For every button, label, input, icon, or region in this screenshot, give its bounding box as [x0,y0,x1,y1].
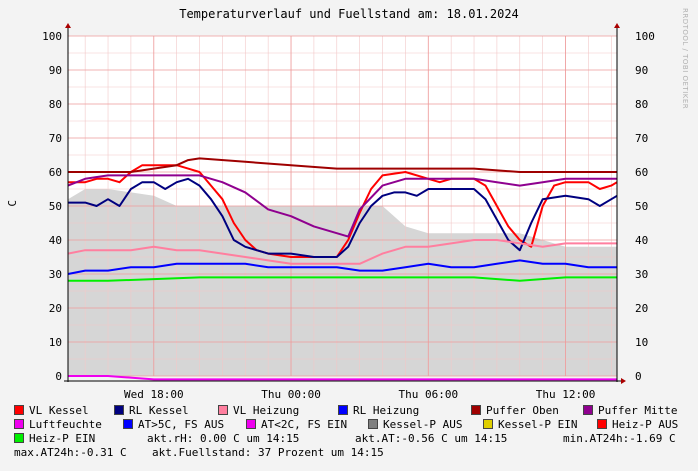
y-tick-label-left: 10 [49,336,62,349]
legend-item: Kessel-P EIN [483,418,577,432]
series-line-rl-heizung [67,259,617,275]
legend-item: AT<2C, FS EIN [246,418,347,432]
x-tick-label: Wed 18:00 [124,388,184,401]
legend-row-3: Heiz-P EIN akt.rH: 0.00 C um 14:15 akt.A… [14,432,694,446]
y-tick-label-right: 30 [635,268,648,281]
rrdtool-watermark: RRDTOOL / TOBI OETIKER [681,8,689,110]
y-axis-label: C [6,200,19,207]
legend-label: Luftfeuchte [29,418,102,431]
y-tick-label-right: 20 [635,302,648,315]
legend-label: VL Kessel [29,404,89,417]
akt-rh-readout: akt.rH: 0.00 C um 14:15 [147,432,300,445]
series-line-vl-kessel [68,164,618,258]
x-axis-arrow [621,378,626,384]
legend-item: AT>5C, FS AUS [123,418,224,432]
legend-label: Heiz-P AUS [612,418,679,431]
y-tick-label-left: 50 [49,200,62,213]
x-tick-label: Thu 00:00 [261,388,321,401]
legend-label: RL Kessel [129,404,189,417]
legend-label: Heiz-P EIN [29,432,96,445]
legend: VL Kessel RL Kessel VL Heizung RL Heizun… [14,404,694,460]
legend-swatch [368,419,378,429]
y-tick-label-left: 100 [42,30,62,43]
legend-swatch [14,433,24,443]
series-line-puffer-oben [68,157,617,173]
y-tick-label-right: 80 [635,98,648,111]
legend-item: Heiz-P EIN [14,432,95,446]
akt-at-readout: akt.AT:-0.56 C um 14:15 [355,432,508,445]
legend-label: AT<2C, FS EIN [261,418,348,431]
legend-item: RL Kessel [114,404,189,418]
y-tick-label-right: 50 [635,200,648,213]
min-at-readout: min.AT24h:-1.69 C [563,432,676,445]
y-tick-label-left: 0 [55,370,62,383]
y-tick-label-left: 60 [49,166,62,179]
legend-item: Heiz-P AUS [597,418,678,432]
legend-row-1: VL Kessel RL Kessel VL Heizung RL Heizun… [14,404,694,418]
y-tick-label-left: 40 [49,234,62,247]
legend-swatch [114,405,124,415]
legend-swatch [597,419,607,429]
series-line-luftfeuchte [68,375,617,381]
y-tick-label-left: 70 [49,132,62,145]
series-line-rl-kessel [68,177,618,258]
series-line-vl-heizung [67,239,617,265]
legend-swatch [14,419,24,429]
fuellstand-readout: akt.Fuellstand: 37 Prozent um 14:15 [152,446,384,459]
y-axis-arrow-left [65,23,71,28]
legend-item: Luftfeuchte [14,418,102,432]
x-tick-label: Thu 12:00 [536,388,596,401]
legend-item: Puffer Mitte [583,404,677,418]
legend-swatch [218,405,228,415]
legend-swatch [471,405,481,415]
series-line-puffer-mitte [67,174,617,238]
legend-swatch [583,405,593,415]
legend-item: Kessel-P AUS [368,418,462,432]
legend-label: AT>5C, FS AUS [138,418,225,431]
legend-swatch [338,405,348,415]
legend-row-2: Luftfeuchte AT>5C, FS AUS AT<2C, FS EIN … [14,418,694,432]
legend-swatch [123,419,133,429]
y-tick-label-right: 90 [635,64,648,77]
legend-swatch [246,419,256,429]
fuellstand-area [68,189,617,376]
legend-row-4: max.AT24h:-0.31 C akt.Fuellstand: 37 Pro… [14,446,694,460]
y-tick-label-right: 40 [635,234,648,247]
y-tick-label-right: 100 [635,30,655,43]
legend-label: Puffer Mitte [598,404,678,417]
legend-label: VL Heizung [233,404,300,417]
legend-label: RL Heizung [353,404,420,417]
x-tick-label: Thu 06:00 [398,388,458,401]
y-tick-label-right: 10 [635,336,648,349]
chart-title: Temperaturverlauf und Fuellstand am: 18.… [179,7,519,21]
y-tick-label-left: 90 [49,64,62,77]
legend-label: Kessel-P EIN [498,418,578,431]
legend-item: Puffer Oben [471,404,559,418]
y-tick-label-left: 20 [49,302,62,315]
legend-swatch [14,405,24,415]
legend-item: VL Heizung [218,404,299,418]
y-axis-arrow-right [614,23,620,28]
max-at-readout: max.AT24h:-0.31 C [14,446,127,459]
legend-label: Kessel-P AUS [383,418,463,431]
legend-label: Puffer Oben [486,404,559,417]
y-tick-label-right: 0 [635,370,642,383]
legend-item: RL Heizung [338,404,419,418]
series-line-heiz-p-ein [68,276,617,282]
y-tick-label-left: 30 [49,268,62,281]
legend-item: VL Kessel [14,404,89,418]
y-tick-label-right: 60 [635,166,648,179]
y-tick-label-left: 80 [49,98,62,111]
legend-swatch [483,419,493,429]
y-tick-label-right: 70 [635,132,648,145]
